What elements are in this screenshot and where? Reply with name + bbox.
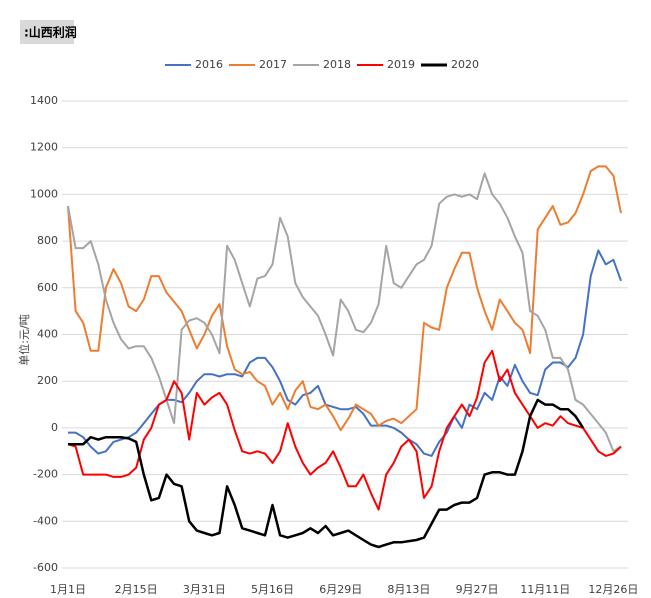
y-tick-label: 1000: [30, 187, 58, 200]
legend-label: 2019: [387, 58, 415, 71]
x-tick-label: 2月15日: [115, 583, 158, 596]
y-tick-label: 600: [37, 281, 58, 294]
x-tick-label: 6月29日: [319, 583, 362, 596]
y-tick-label: -200: [33, 468, 58, 481]
series-line: [67, 349, 622, 511]
x-tick-label: 5月16日: [251, 583, 294, 596]
x-tick-label: 11月11日: [520, 583, 570, 596]
legend-label: 2020: [451, 58, 479, 71]
y-tick-label: 800: [37, 234, 58, 247]
y-tick-label: -400: [33, 514, 58, 527]
legend-label: 2017: [259, 58, 287, 71]
x-tick-label: 9月27日: [456, 583, 499, 596]
y-axis-label: 单位:元/吨: [17, 314, 31, 365]
chart-title: :山西利润: [24, 25, 77, 40]
y-tick-label: 400: [37, 328, 58, 341]
y-tick-label: 1200: [30, 141, 58, 154]
series-line: [68, 398, 585, 549]
y-tick-label: 0: [51, 421, 58, 434]
title-box: [20, 20, 74, 44]
x-tick-label: 12月26日: [588, 583, 638, 596]
legend-label: 2016: [195, 58, 223, 71]
legend-label: 2018: [323, 58, 351, 71]
x-tick-label: 3月31日: [183, 583, 226, 596]
y-tick-label: 1400: [30, 94, 58, 107]
x-tick-label: 1月1日: [50, 583, 86, 596]
y-tick-label: 200: [37, 374, 58, 387]
y-tick-label: -600: [33, 561, 58, 574]
series-line: [67, 165, 622, 432]
x-tick-label: 8月13日: [387, 583, 430, 596]
series-line: [67, 172, 622, 453]
